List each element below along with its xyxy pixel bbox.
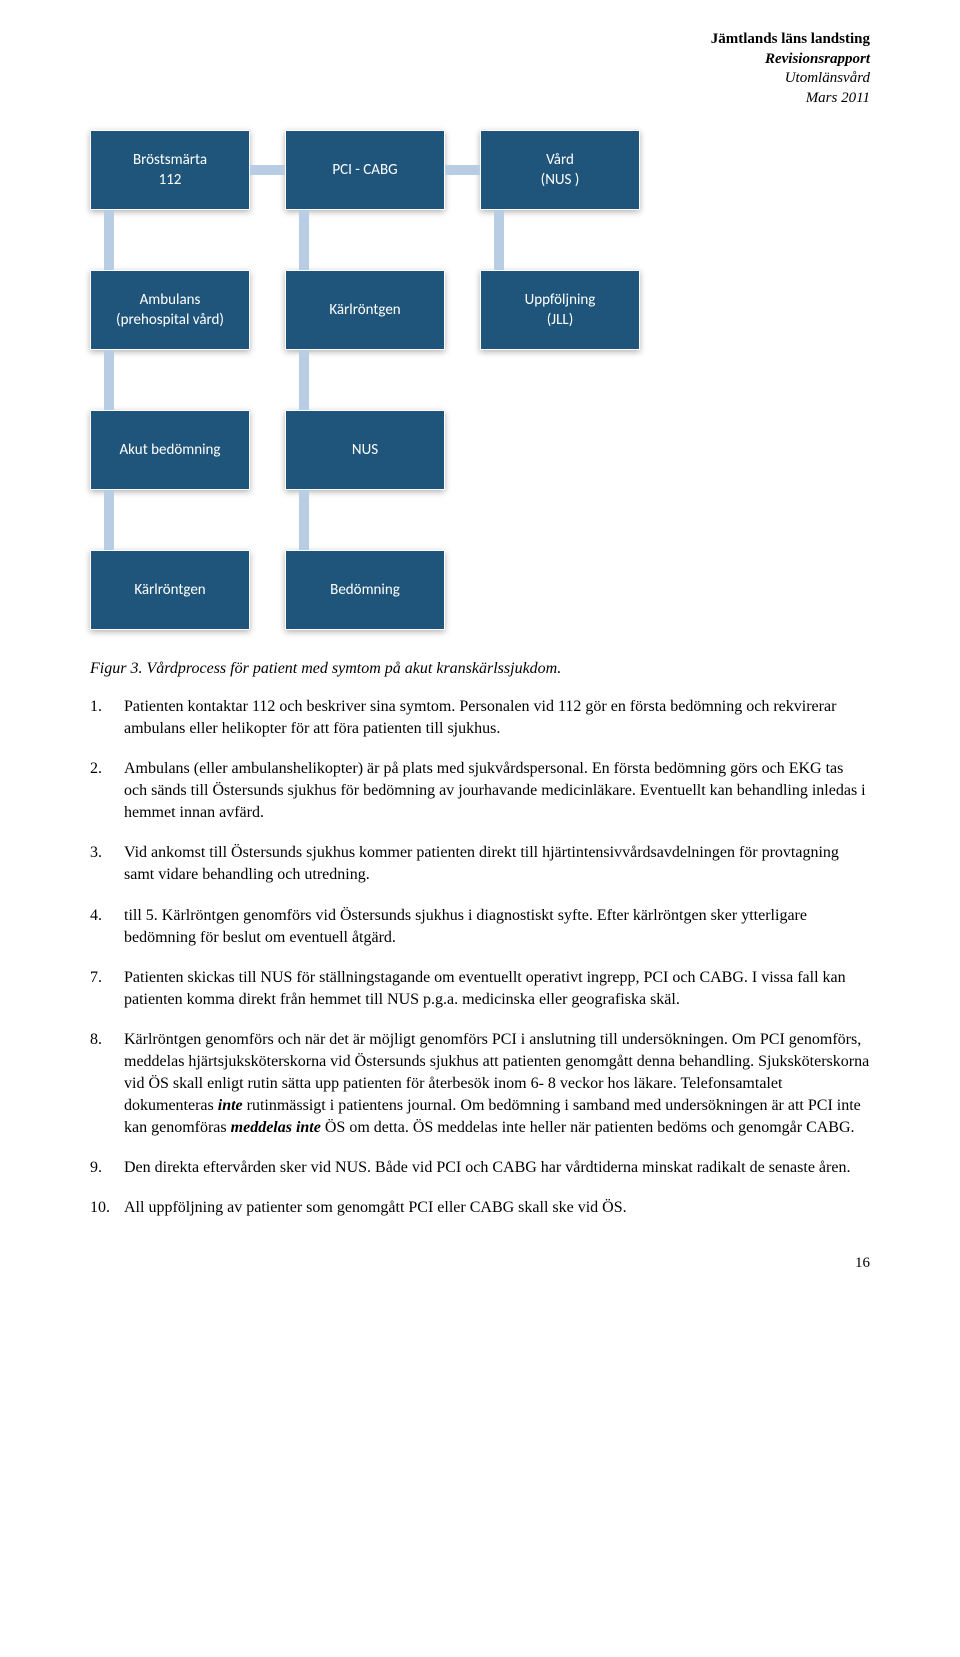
connector — [299, 210, 309, 270]
list-text: Patienten kontaktar 112 och beskriver si… — [124, 698, 836, 737]
connector — [445, 165, 480, 175]
node-text: Bedömning — [330, 580, 400, 600]
node-uppfoljning: Uppföljning (JLL) — [480, 270, 640, 350]
connector — [104, 210, 114, 270]
node-text: NUS — [352, 440, 378, 460]
node-brostsmarta: Bröstsmärta 112 — [90, 130, 250, 210]
list-item: Vid ankomst till Östersunds sjukhus komm… — [90, 842, 870, 886]
node-text: (JLL) — [547, 310, 574, 330]
list-item: Den direkta eftervården sker vid NUS. Bå… — [90, 1157, 870, 1179]
list-text: All uppföljning av patienter som genomgå… — [124, 1199, 627, 1216]
header-topic: Utomlänsvård — [711, 69, 870, 89]
header-report: Revisionsrapport — [711, 50, 870, 70]
list-text: Vid ankomst till Östersunds sjukhus komm… — [124, 844, 839, 883]
node-karlrontgen-1: Kärlröntgen — [285, 270, 445, 350]
flowchart: Bröstsmärta 112 PCI - CABG Vård (NUS ) A… — [90, 130, 870, 650]
list-text: Patienten skickas till NUS för ställning… — [124, 969, 846, 1008]
list-item: Ambulans (eller ambulanshelikopter) är p… — [90, 758, 870, 824]
connector — [299, 490, 309, 550]
list-text-emph: inte — [218, 1097, 243, 1114]
node-text: PCI - CABG — [332, 160, 397, 180]
connector — [494, 210, 504, 270]
list-item: All uppföljning av patienter som genomgå… — [90, 1197, 870, 1219]
node-text: Uppföljning — [525, 290, 596, 310]
node-karlrontgen-2: Kärlröntgen — [90, 550, 250, 630]
node-ambulans: Ambulans (prehospital vård) — [90, 270, 250, 350]
list-text-emph: meddelas inte — [231, 1119, 321, 1136]
node-text: Kärlröntgen — [329, 300, 400, 320]
node-text: (NUS ) — [541, 170, 580, 190]
list-text: Ambulans (eller ambulanshelikopter) är p… — [124, 760, 866, 821]
document-header: Jämtlands läns landsting Revisionsrappor… — [711, 30, 870, 108]
node-text: Kärlröntgen — [134, 580, 205, 600]
node-vard-nus: Vård (NUS ) — [480, 130, 640, 210]
node-text: Ambulans — [140, 290, 201, 310]
node-text: Akut bedömning — [120, 440, 221, 460]
connector — [299, 350, 309, 410]
figure-caption: Figur 3. Vårdprocess för patient med sym… — [90, 660, 870, 678]
list-text: Den direkta eftervården sker vid NUS. Bå… — [124, 1159, 850, 1176]
connector — [104, 350, 114, 410]
node-nus: NUS — [285, 410, 445, 490]
node-pci-cabg: PCI - CABG — [285, 130, 445, 210]
numbered-list: Patienten kontaktar 112 och beskriver si… — [90, 696, 870, 1219]
connector — [104, 490, 114, 550]
node-text: (prehospital vård) — [116, 310, 224, 330]
list-text: till 5. Kärlröntgen genomförs vid Östers… — [124, 907, 807, 946]
list-item: Patienten skickas till NUS för ställning… — [90, 967, 870, 1011]
list-text: ÖS om detta. ÖS meddelas inte heller när… — [321, 1119, 855, 1136]
header-date: Mars 2011 — [711, 89, 870, 109]
node-text: 112 — [159, 170, 182, 190]
page-number: 16 — [855, 1255, 870, 1272]
list-item: till 5. Kärlröntgen genomförs vid Östers… — [90, 905, 870, 949]
list-item: Kärlröntgen genomförs och när det är möj… — [90, 1029, 870, 1139]
node-text: Vård — [546, 150, 574, 170]
node-bedomning: Bedömning — [285, 550, 445, 630]
header-org: Jämtlands läns landsting — [711, 30, 870, 50]
connector — [250, 165, 285, 175]
node-akut-bedomning: Akut bedömning — [90, 410, 250, 490]
list-item: Patienten kontaktar 112 och beskriver si… — [90, 696, 870, 740]
node-text: Bröstsmärta — [133, 150, 207, 170]
